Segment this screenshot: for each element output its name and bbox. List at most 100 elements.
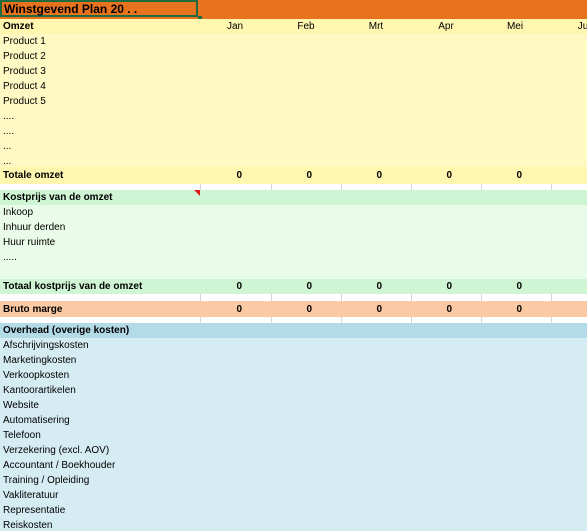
revenue-item-label: ... — [3, 156, 12, 167]
value-cell: 0 — [236, 303, 242, 315]
revenue-item-row[interactable]: .... — [0, 109, 587, 124]
revenue-item-row[interactable]: Product 5 — [0, 94, 587, 109]
gridline — [481, 184, 482, 190]
month-header[interactable]: Mrt — [368, 21, 384, 32]
overhead-item-row[interactable]: Kantoorartikelen — [0, 383, 587, 398]
overhead-item-label: Telefoon — [3, 430, 41, 441]
gridline — [481, 317, 482, 323]
title-cell[interactable]: Winstgevend Plan 20 . . — [0, 0, 198, 17]
gridline — [271, 294, 272, 301]
overhead-item-label: Website — [3, 400, 39, 411]
overhead-item-row[interactable]: Verkoopkosten — [0, 368, 587, 383]
cost-item-label: ..... — [3, 252, 17, 263]
month-header[interactable]: Mei — [506, 21, 524, 32]
gridline — [551, 294, 552, 301]
cost-item-row[interactable]: Inhuur derden — [0, 220, 587, 235]
gridline — [341, 294, 342, 301]
overhead-block[interactable]: Afschrijvingskosten Marketingkosten Verkoo… — [0, 338, 587, 531]
value-cell: 0 — [516, 303, 522, 315]
overhead-item-row[interactable]: Representatie — [0, 503, 587, 518]
cost-item-row[interactable]: ..... — [0, 250, 587, 265]
overhead-item-label: Verzekering (excl. AOV) — [3, 445, 110, 456]
spacer-row[interactable] — [0, 294, 587, 301]
gridline — [200, 294, 201, 301]
total-revenue-label: Totale omzet — [3, 170, 64, 181]
revenue-header-row[interactable]: Omzet Jan Feb Mrt Apr Mei Ju — [0, 19, 587, 34]
gridline — [411, 294, 412, 301]
total-cost-row[interactable]: Totaal kostprijs van de omzet 0 0 0 0 0 — [0, 279, 587, 294]
overhead-item-row[interactable]: Telefoon — [0, 428, 587, 443]
overhead-header-label: Overhead (overige kosten) — [3, 325, 130, 336]
value-cell: 0 — [516, 281, 522, 292]
overhead-item-row[interactable]: Afschrijvingskosten — [0, 338, 587, 353]
value-cell: 0 — [376, 170, 382, 181]
revenue-item-label: .... — [3, 126, 15, 137]
spacer-row[interactable] — [0, 184, 587, 190]
overhead-item-row[interactable]: Verzekering (excl. AOV) — [0, 443, 587, 458]
revenue-item-label: Product 1 — [3, 36, 46, 47]
month-header[interactable]: Apr — [438, 21, 454, 32]
comment-indicator-icon[interactable] — [194, 190, 200, 196]
revenue-item-row[interactable]: ... — [0, 139, 587, 154]
cost-block[interactable]: Inkoop Inhuur derden Huur ruimte..... — [0, 205, 587, 279]
revenue-item-label: Product 2 — [3, 51, 46, 62]
gridline — [551, 184, 552, 190]
overhead-item-row[interactable]: Vakliteratuur — [0, 488, 587, 503]
spacer-row[interactable] — [0, 317, 587, 323]
gridline — [341, 317, 342, 323]
gridline — [200, 184, 201, 190]
revenue-item-label: Product 3 — [3, 66, 46, 77]
overhead-item-label: Automatisering — [3, 415, 70, 426]
overhead-item-row[interactable]: Automatisering — [0, 413, 587, 428]
overhead-item-label: Training / Opleiding — [3, 475, 90, 486]
overhead-item-label: Kantoorartikelen — [3, 385, 76, 396]
cost-item-label: Inhuur derden — [3, 222, 66, 233]
overhead-item-row[interactable]: Marketingkosten — [0, 353, 587, 368]
revenue-item-row[interactable]: ... — [0, 154, 587, 169]
value-cell: 0 — [516, 170, 522, 181]
cost-header-label: Kostprijs van de omzet — [3, 192, 113, 203]
revenue-item-label: Product 4 — [3, 81, 46, 92]
gridline — [411, 317, 412, 323]
gross-margin-row[interactable]: Bruto marge 0 0 0 0 0 — [0, 301, 587, 317]
revenue-item-label: .... — [3, 111, 15, 122]
revenue-item-row[interactable]: Product 2 — [0, 49, 587, 64]
cost-header-row[interactable]: Kostprijs van de omzet — [0, 190, 587, 205]
overhead-item-row[interactable]: Accountant / Boekhouder — [0, 458, 587, 473]
gridline — [341, 184, 342, 190]
cost-item-row[interactable]: Huur ruimte — [0, 235, 587, 250]
revenue-item-row[interactable]: Product 4 — [0, 79, 587, 94]
month-header[interactable]: Jan — [226, 21, 244, 32]
value-cell: 0 — [446, 170, 452, 181]
gridline — [551, 317, 552, 323]
title-row: Winstgevend Plan 20 . . — [0, 0, 587, 20]
value-cell: 0 — [446, 281, 452, 292]
overhead-item-row[interactable]: Website — [0, 398, 587, 413]
overhead-item-row[interactable]: Reiskosten — [0, 518, 587, 531]
value-cell: 0 — [306, 281, 312, 292]
overhead-item-label: Vakliteratuur — [3, 490, 59, 501]
month-header[interactable]: Feb — [297, 21, 315, 32]
value-cell: 0 — [376, 303, 382, 315]
gridline — [481, 294, 482, 301]
month-header[interactable]: Ju — [577, 21, 587, 32]
revenue-item-row[interactable]: Product 3 — [0, 64, 587, 79]
revenue-item-row[interactable]: Product 1 — [0, 34, 587, 49]
overhead-item-row[interactable]: Training / Opleiding — [0, 473, 587, 488]
revenue-block[interactable]: Product 1 Product 2 Product 3 Product 4 Prod… — [0, 34, 587, 167]
cost-item-row[interactable]: Inkoop — [0, 205, 587, 220]
overhead-item-label: Representatie — [3, 505, 66, 516]
fill-handle[interactable] — [198, 16, 202, 20]
overhead-header-row[interactable]: Overhead (overige kosten) — [0, 323, 587, 338]
cost-item-label: Huur ruimte — [3, 237, 56, 248]
value-cell: 0 — [376, 281, 382, 292]
revenue-item-row[interactable]: .... — [0, 124, 587, 139]
total-cost-label: Totaal kostprijs van de omzet — [3, 281, 143, 292]
revenue-header-label: Omzet — [3, 21, 34, 32]
total-revenue-row[interactable]: Totale omzet 0 0 0 0 0 — [0, 167, 587, 184]
value-cell: 0 — [236, 281, 242, 292]
value-cell: 0 — [306, 170, 312, 181]
gridline — [411, 184, 412, 190]
revenue-item-label: Product 5 — [3, 96, 46, 107]
